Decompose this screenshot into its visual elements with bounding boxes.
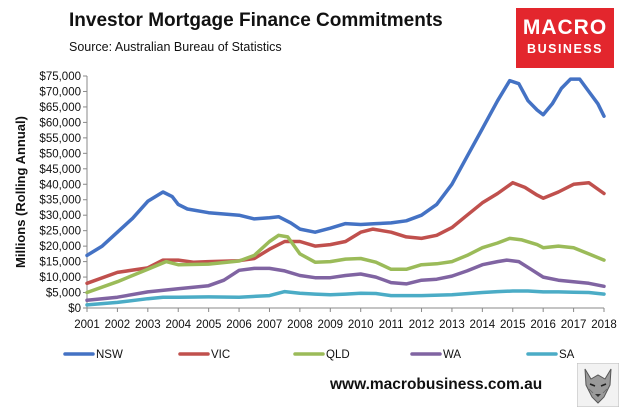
x-tick-label: 2016 — [530, 319, 556, 331]
y-tick-label: $65,000 — [39, 102, 81, 114]
x-tick-label: 2003 — [135, 319, 161, 331]
x-tick-label: 2012 — [409, 319, 435, 331]
y-tick-label: $30,000 — [39, 210, 81, 222]
y-tick-label: $20,000 — [39, 241, 81, 253]
x-tick-label: 2007 — [257, 319, 283, 331]
x-tick-label: 2017 — [561, 319, 587, 331]
series-line-sa — [85, 289, 606, 307]
x-tick-label: 2006 — [226, 319, 252, 331]
chart-axes: $0 $5,000 $10,000 $15,000 $20,000 $25,000 $30,… — [13, 71, 617, 331]
chart-legend: NSW VIC QLD WA SA — [63, 349, 575, 361]
website-url: www.macrobusiness.com.au — [330, 376, 543, 393]
x-tick-label: 2004 — [165, 319, 191, 331]
series-line-wa — [85, 258, 606, 303]
logo-line-1: MACRO — [522, 16, 608, 39]
legend-label-qld: QLD — [326, 349, 350, 361]
logo-line-2: BUSINESS — [527, 42, 603, 56]
x-tick-label: 2014 — [470, 319, 496, 331]
y-tick-label: $25,000 — [39, 226, 81, 238]
y-tick-label: $70,000 — [39, 86, 81, 98]
x-tick-label: 2005 — [196, 319, 222, 331]
legend-label-nsw: NSW — [96, 349, 123, 361]
wolf-mascot-icon — [577, 363, 619, 407]
x-tick-label: 2011 — [379, 319, 404, 331]
y-axis-label: Millions (Rolling Annual) — [13, 116, 28, 268]
series-line-nsw — [85, 77, 606, 258]
x-tick-label: 2008 — [287, 319, 313, 331]
y-tick-label: $15,000 — [39, 257, 81, 269]
legend-label-sa: SA — [559, 349, 575, 361]
x-tick-label: 2009 — [317, 319, 343, 331]
series-line-vic — [85, 180, 606, 286]
y-tick-label: $55,000 — [39, 133, 81, 145]
y-tick-label: $50,000 — [39, 148, 81, 160]
x-tick-label: 2015 — [500, 319, 526, 331]
y-tick-label: $60,000 — [39, 117, 81, 129]
y-tick-label: $10,000 — [39, 272, 81, 284]
y-tick-label: $45,000 — [39, 164, 81, 176]
y-tick-label: $40,000 — [39, 179, 81, 191]
series-line-qld — [85, 233, 606, 295]
chart-series — [85, 77, 606, 307]
legend-label-wa: WA — [443, 349, 461, 361]
x-tick-label: 2013 — [439, 319, 465, 331]
y-tick-label: $0 — [68, 303, 81, 315]
x-tick-label: 2002 — [105, 319, 131, 331]
y-tick-label: $35,000 — [39, 195, 81, 207]
x-tick-label: 2010 — [348, 319, 374, 331]
y-tick-label: $5,000 — [46, 288, 81, 300]
x-tick-label: 2018 — [591, 319, 617, 331]
legend-label-vic: VIC — [211, 349, 230, 361]
macrobusiness-logo: MACRO BUSINESS — [516, 8, 614, 68]
chart-title: Investor Mortgage Finance Commitments — [69, 10, 443, 31]
y-tick-label: $75,000 — [39, 71, 81, 83]
x-tick-label: 2001 — [74, 319, 100, 331]
chart-subtitle: Source: Australian Bureau of Statistics — [69, 40, 282, 54]
